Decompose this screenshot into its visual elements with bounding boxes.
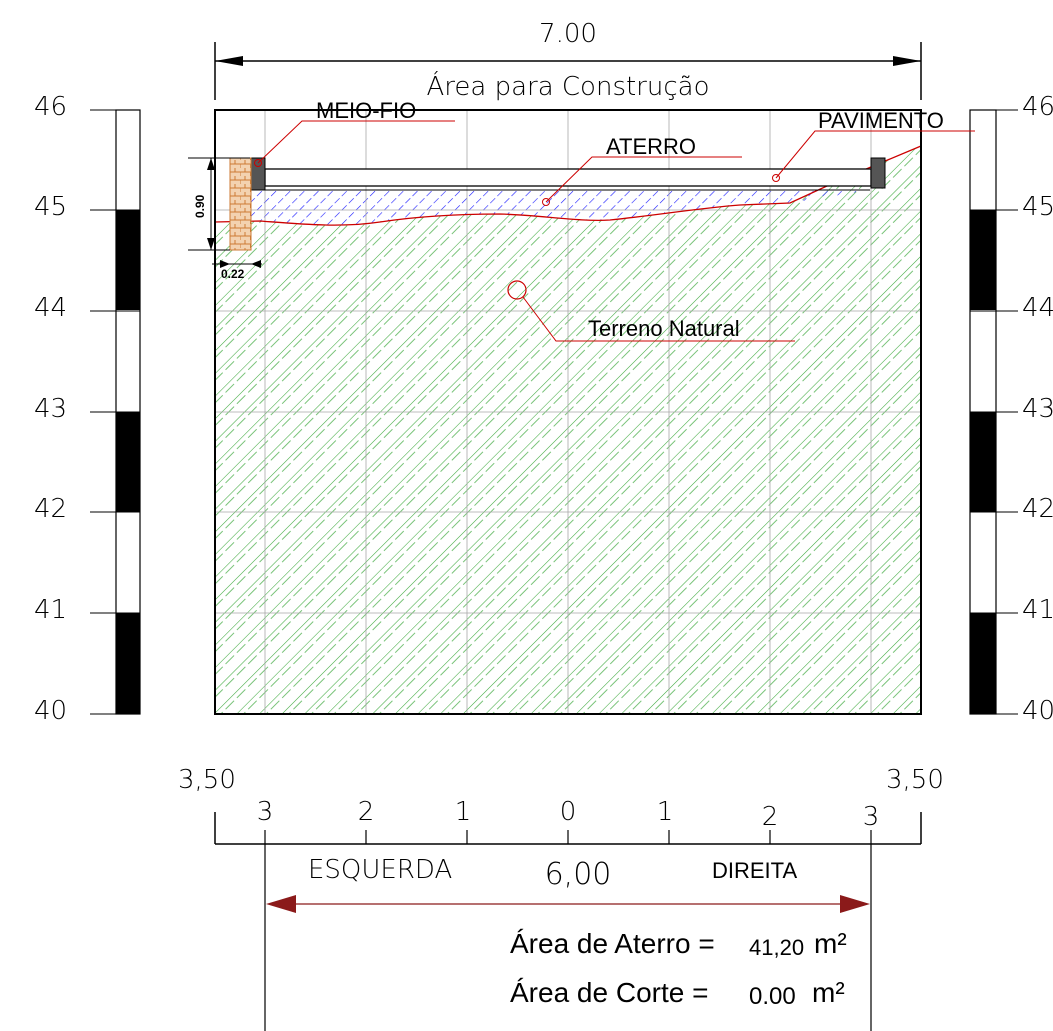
width-dimension-label: 7.00 [539, 19, 597, 49]
offset-tick-right-2: 2 [762, 802, 779, 832]
meio-fio-label: MEIO-FIO [316, 98, 416, 123]
meio-fio-callout: MEIO-FIO [254, 98, 455, 167]
curb-width-dimension: 0.22 [212, 260, 262, 281]
elevation-tick-45: 45 [34, 192, 67, 222]
right-offset-label: 3,50 [886, 765, 944, 795]
right-elevation-scale: 46 45 44 43 42 41 40 [969, 92, 1053, 726]
terreno-natural-callout: Terreno Natural [507, 280, 795, 342]
top-dimension: 7.00 Área para Construção [214, 19, 922, 102]
offset-tick-right-3: 3 [863, 802, 880, 832]
elevation-tick-42: 42 [34, 494, 67, 524]
area-results: Área de Aterro = 41,20 m² Área de Corte … [510, 928, 847, 1010]
terreno-natural-label: Terreno Natural [588, 316, 740, 341]
offset-tick-center-0: 0 [560, 797, 577, 827]
construction-area-label: Área para Construção [426, 70, 709, 102]
left-offset-label: 3,50 [178, 765, 236, 795]
cut-area-label: Área de Corte = [510, 977, 708, 1008]
elevation-tick-46: 46 [34, 92, 67, 122]
aterro-label: ATERRO [606, 134, 696, 159]
fill-region [250, 190, 870, 226]
right-elevation-tick-45: 45 [1022, 192, 1053, 222]
aterro-callout: ATERRO [542, 134, 742, 206]
right-elevation-tick-43: 43 [1022, 394, 1053, 424]
right-curb [870, 157, 886, 189]
fill-area-value: 41,20 [749, 935, 804, 960]
right-elevation-tick-46: 46 [1022, 92, 1053, 122]
offset-tick-left-3: 3 [257, 797, 274, 827]
drawing-grid [215, 110, 921, 714]
span-dimension-label: 6,00 [545, 857, 612, 892]
drawing-frame [214, 109, 922, 715]
direita-label: DIREITA [712, 858, 797, 883]
offset-axis: 3,50 3,50 3 2 1 0 1 2 3 ESQUERDA 6,00 DI… [178, 765, 944, 1031]
elevation-tick-44: 44 [34, 293, 67, 323]
cut-area-value: 0.00 [749, 983, 796, 1010]
curb-width-label: 0.22 [221, 267, 245, 281]
curb-height-label: 0.90 [193, 194, 207, 218]
pavimento-label: PAVIMENTO [818, 108, 944, 133]
span-arrow [266, 895, 870, 913]
right-elevation-tick-40: 40 [1022, 696, 1053, 726]
pavement-slab [264, 168, 872, 187]
curb-height-dimension: 0.90 [188, 157, 250, 251]
offset-tick-left-2: 2 [358, 797, 375, 827]
elevation-tick-43: 43 [34, 394, 67, 424]
ground-profile-line [214, 145, 922, 226]
elevation-tick-41: 41 [34, 595, 67, 625]
fill-area-label: Área de Aterro = [510, 928, 715, 959]
pavimento-callout: PAVIMENTO [772, 108, 975, 182]
esquerda-label: ESQUERDA [308, 855, 452, 885]
fill-area-unit: m² [814, 928, 847, 959]
elevation-tick-40: 40 [34, 696, 67, 726]
left-elevation-scale: 46 45 44 43 42 41 40 [34, 92, 141, 726]
right-elevation-tick-44: 44 [1022, 293, 1053, 323]
right-elevation-tick-42: 42 [1022, 494, 1053, 524]
offset-tick-left-1: 1 [455, 797, 472, 827]
offset-tick-right-1: 1 [657, 797, 674, 827]
curb-brick-wall [229, 157, 252, 251]
cut-area-unit: m² [812, 977, 845, 1008]
right-elevation-tick-41: 41 [1022, 595, 1053, 625]
